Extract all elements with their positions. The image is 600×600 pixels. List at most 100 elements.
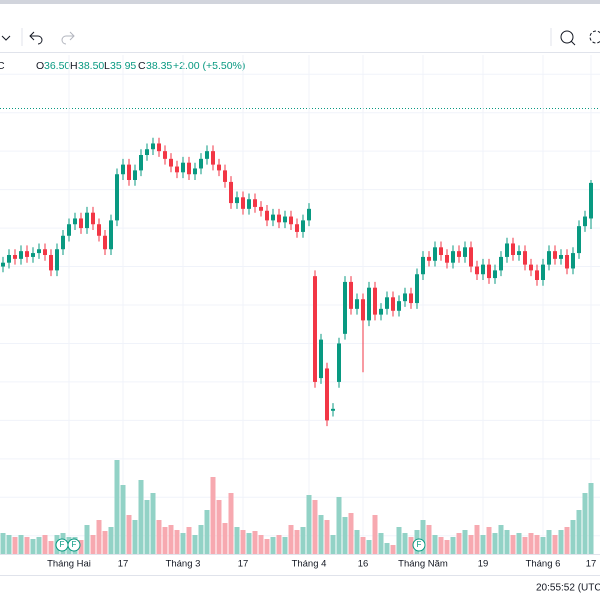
candle-body xyxy=(205,151,209,159)
candle-body xyxy=(511,243,515,255)
candle-body xyxy=(379,308,383,315)
volume-bar xyxy=(420,520,426,555)
volume-bar xyxy=(192,535,198,555)
volume-bar xyxy=(24,537,30,555)
volume-bar xyxy=(480,535,486,555)
candle-body xyxy=(373,287,377,315)
candle-body xyxy=(427,256,431,261)
candle-body xyxy=(289,216,293,225)
volume-bar xyxy=(186,527,192,555)
candle-body xyxy=(301,220,305,232)
candle-body xyxy=(421,256,425,275)
candle-body xyxy=(31,253,35,257)
volume-bar xyxy=(48,541,54,555)
candle-body xyxy=(469,247,473,267)
volume-bar xyxy=(162,527,168,555)
volume-bar xyxy=(402,533,408,555)
volume-bar xyxy=(36,537,42,555)
volume-bar xyxy=(108,527,114,555)
candle-body xyxy=(445,255,449,263)
volume-bar xyxy=(90,535,96,555)
candle-body xyxy=(247,199,251,209)
x-tick-label: 19 xyxy=(478,559,489,570)
candle-body xyxy=(25,251,29,257)
candle-body xyxy=(1,262,5,267)
candle-body xyxy=(433,247,437,261)
candle-body xyxy=(193,168,197,175)
candle-body xyxy=(553,251,557,259)
volume-bar xyxy=(168,525,174,555)
volume-bar xyxy=(318,515,324,555)
candle-body xyxy=(199,158,203,169)
candle-body xyxy=(451,251,455,263)
candle-body xyxy=(403,293,407,302)
volume-bar xyxy=(234,527,240,555)
volume-bar xyxy=(396,527,402,555)
candle-body xyxy=(367,287,371,321)
candle-body xyxy=(361,299,365,321)
undo-button[interactable] xyxy=(29,31,43,45)
volume-bar xyxy=(390,545,396,555)
volume-bar xyxy=(150,493,156,555)
dropdown-icon[interactable] xyxy=(1,35,11,41)
candle-body xyxy=(121,164,125,175)
candle-body xyxy=(259,206,263,211)
search-button[interactable] xyxy=(560,30,574,44)
candle-body xyxy=(235,197,239,204)
candle-body xyxy=(457,251,461,257)
x-tick-label: Tháng 6 xyxy=(526,559,561,570)
volume-bar xyxy=(156,520,162,555)
candle-body xyxy=(517,251,521,255)
volume-bar xyxy=(264,539,270,555)
volume-bar xyxy=(492,533,498,555)
event-marker[interactable] xyxy=(67,538,81,552)
volume-bar xyxy=(552,535,558,555)
volume-bar xyxy=(0,533,6,555)
volume-bar xyxy=(336,497,342,555)
volume-bar xyxy=(372,515,378,555)
candle-body xyxy=(463,247,467,257)
candle-body xyxy=(523,251,527,265)
volume-bar xyxy=(18,535,24,555)
candle-body xyxy=(133,170,137,180)
legend-label: C xyxy=(138,60,146,72)
candle-body xyxy=(241,197,245,209)
candle-body xyxy=(37,249,41,254)
volume-bar xyxy=(174,530,180,555)
volume-bar xyxy=(96,520,102,555)
volume-bar xyxy=(348,513,354,555)
candle-body xyxy=(397,301,401,311)
candle-body xyxy=(253,199,257,207)
volume-bar xyxy=(384,543,390,555)
x-tick-label: 17 xyxy=(118,559,129,570)
candle-body xyxy=(43,249,47,255)
event-marker[interactable] xyxy=(412,538,426,552)
volume-bar xyxy=(546,530,552,555)
candle-body xyxy=(151,143,155,150)
candle-body xyxy=(571,253,575,269)
volume-bar xyxy=(474,525,480,555)
search-button-handle xyxy=(570,40,576,46)
candle-body xyxy=(145,149,149,155)
volume-bar xyxy=(504,530,510,555)
symbol: C xyxy=(0,60,5,72)
candle-body xyxy=(7,255,11,263)
candle-body xyxy=(589,182,593,219)
redo-button[interactable] xyxy=(61,31,75,45)
candle-body xyxy=(115,174,119,221)
volume-bar xyxy=(276,535,282,555)
candle-body xyxy=(547,251,551,265)
settings-button[interactable] xyxy=(589,30,600,44)
volume-bar xyxy=(462,530,468,555)
candle-body xyxy=(493,270,497,279)
candle-body xyxy=(91,212,95,225)
clock: 20:55:52 (UTC xyxy=(536,583,600,594)
volume-bar xyxy=(528,533,534,555)
legend-change: +2.00 (+5.50%) xyxy=(173,60,245,72)
legend-label: O xyxy=(36,60,44,72)
candle-body xyxy=(409,293,413,304)
x-tick-label: 17 xyxy=(586,559,597,570)
legend-label: L xyxy=(104,60,110,72)
volume-bar xyxy=(312,500,318,555)
